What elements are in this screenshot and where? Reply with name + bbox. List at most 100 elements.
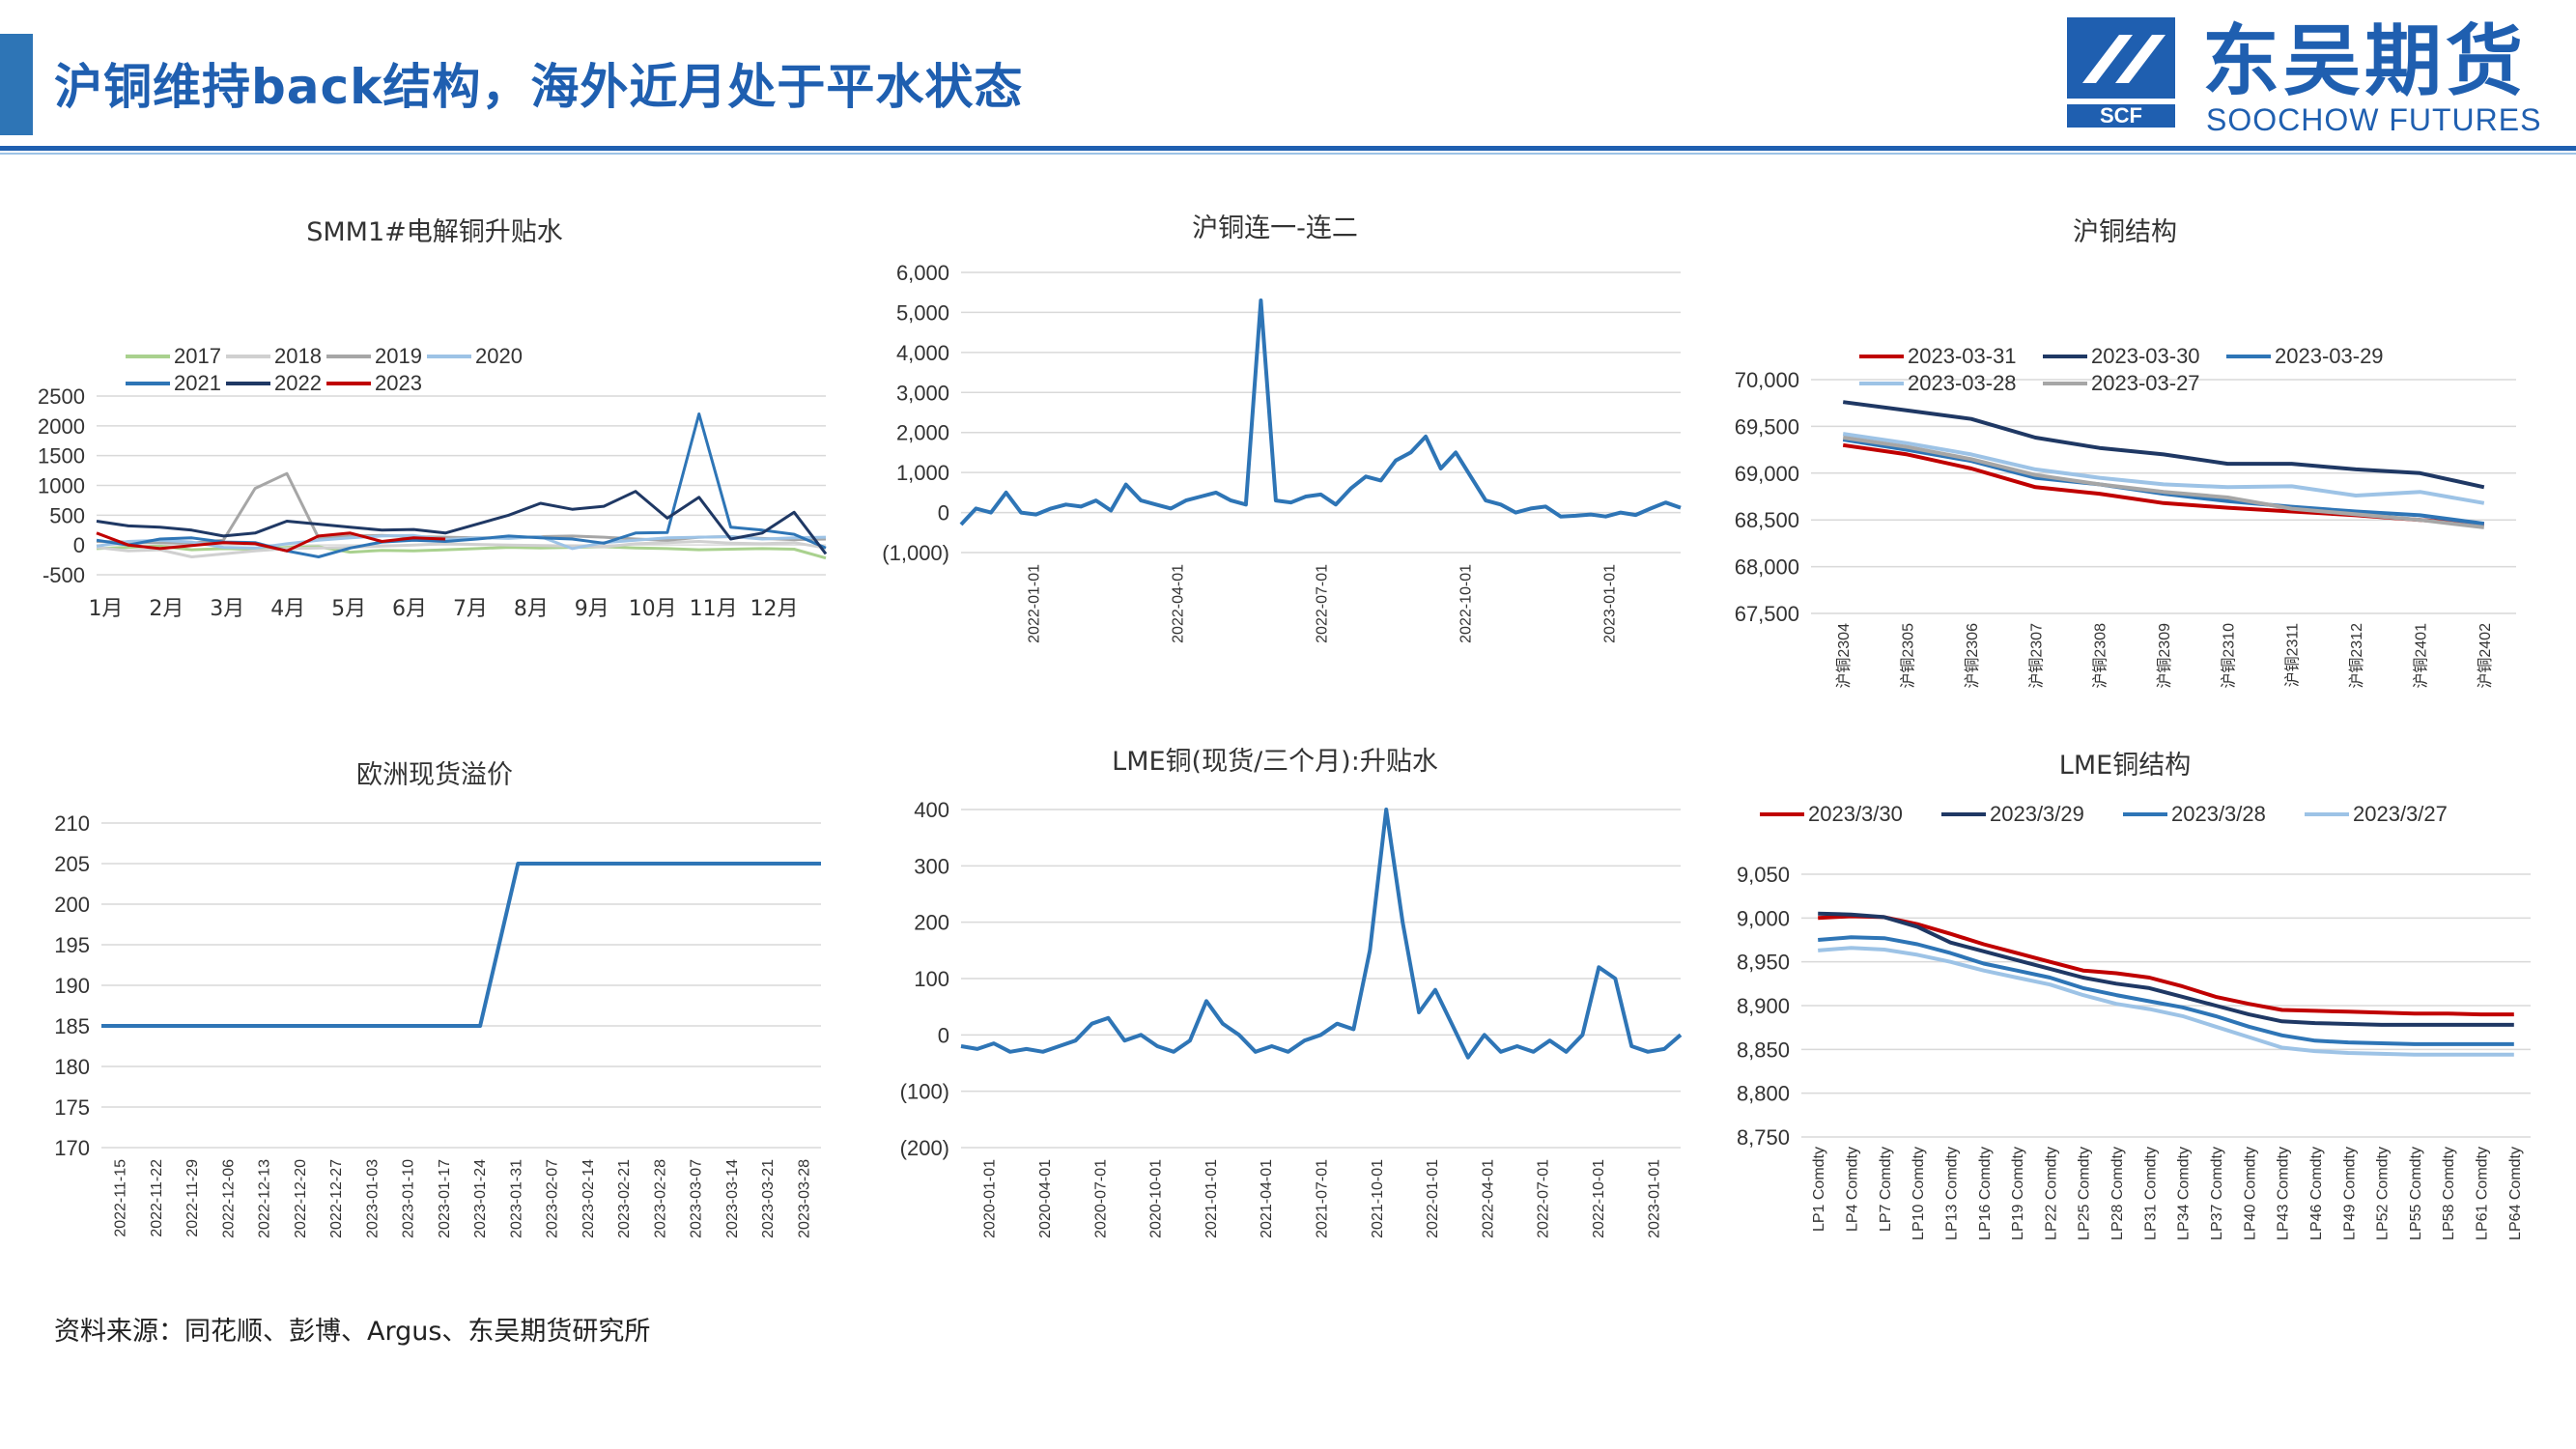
legend-label: 2023-03-29 xyxy=(2275,344,2384,368)
y-tick-label: 2,000 xyxy=(896,421,949,445)
x-tick-label: 2023-03-21 xyxy=(760,1159,777,1238)
y-tick-label: (200) xyxy=(900,1136,949,1160)
y-tick-label: 69,500 xyxy=(1735,414,1799,439)
y-tick-label: 68,000 xyxy=(1735,555,1799,580)
y-tick-label: 4,000 xyxy=(896,341,949,365)
x-tick-label: 沪铜2402 xyxy=(2477,623,2494,689)
x-tick-label: 2023-01-24 xyxy=(472,1159,489,1238)
x-tick-label: LP13 Comdty xyxy=(1943,1147,1960,1240)
y-tick-label: 8,750 xyxy=(1737,1125,1790,1150)
x-tick-label: LP46 Comdty xyxy=(2308,1147,2325,1240)
y-tick-label: 210 xyxy=(54,811,90,836)
y-tick-label: 0 xyxy=(938,1023,949,1047)
slide-title: 沪铜维持back结构，海外近月处于平水状态 xyxy=(54,59,1024,115)
y-tick-label: 3,000 xyxy=(896,381,949,405)
series-line-20230330 xyxy=(1842,400,2485,490)
y-tick-label: 200 xyxy=(54,893,90,917)
legend-label: 2017 xyxy=(174,344,221,368)
x-tick-label: 2023-03-07 xyxy=(689,1159,705,1238)
x-tick-label: 沪铜2307 xyxy=(2027,623,2045,689)
company-logo: SCF 东吴期货 SOOCHOW FUTURES xyxy=(2065,15,2567,137)
header-divider-light xyxy=(0,153,2576,155)
y-tick-label: 200 xyxy=(914,911,949,935)
chart-smm-premium: SMM1#电解铜升贴水 -500 0 500 1000 1500 2000 2500 1月 2月… xyxy=(19,203,850,705)
x-tick-label: 12月 xyxy=(750,597,799,621)
y-tick-label: 205 xyxy=(54,852,90,876)
x-tick-label: LP7 Comdty xyxy=(1878,1147,1894,1232)
y-tick-label: 1500 xyxy=(38,444,85,469)
x-tick-label: LP34 Comdty xyxy=(2176,1147,2193,1240)
x-tick-label: 2022-12-20 xyxy=(293,1159,309,1238)
y-tick-label: (1,000) xyxy=(882,541,949,565)
chart-svg: 8,750 8,800 8,850 8,900 8,950 9,000 9,050 LP1 C… xyxy=(1737,802,2531,1240)
chart-title: 欧洲现货溢价 xyxy=(356,760,513,790)
y-tick-label: 9,000 xyxy=(1737,906,1790,930)
x-tick-label: 2023-02-21 xyxy=(616,1159,633,1238)
legend-label: 2023-03-27 xyxy=(2091,371,2200,395)
x-tick-label: 2022-01-01 xyxy=(1027,564,1043,643)
chart-title: LME铜(现货/三个月):升贴水 xyxy=(1112,747,1438,777)
chart-title: 沪铜连一-连二 xyxy=(1192,213,1358,243)
y-tick-label: 400 xyxy=(914,798,949,822)
legend-label: 2023/3/29 xyxy=(1990,802,2084,826)
chart-svg: -500 0 500 1000 1500 2000 2500 1月 2月 3月 4月 5月 6月 7月 8月… xyxy=(38,344,828,621)
y-tick-label: 0 xyxy=(73,533,85,557)
legend-label: 2020 xyxy=(475,344,523,368)
x-tick-label: LP64 Comdty xyxy=(2507,1147,2524,1240)
x-tick-label: 6月 xyxy=(392,597,427,621)
x-tick-label: 2023-01-17 xyxy=(437,1159,453,1238)
x-tick-label: 2023-03-28 xyxy=(796,1159,812,1238)
x-tick-label: 2022-10-01 xyxy=(1591,1159,1607,1238)
legend-label: 2019 xyxy=(375,344,422,368)
series-line-2023329 xyxy=(1818,911,2514,1027)
legend-label: 2023 xyxy=(375,371,422,395)
x-tick-label: 沪铜2401 xyxy=(2412,623,2429,689)
x-tick-label: LP28 Comdty xyxy=(2109,1147,2126,1240)
x-tick-label: 7月 xyxy=(453,597,488,621)
chart-title: LME铜结构 xyxy=(2058,751,2192,781)
y-tick-label: 8,950 xyxy=(1737,951,1790,975)
x-tick-label: LP10 Comdty xyxy=(1911,1147,1927,1240)
x-tick-label: 2020-07-01 xyxy=(1092,1159,1109,1238)
x-tick-label: 11月 xyxy=(690,597,738,621)
y-tick-label: 175 xyxy=(54,1095,90,1120)
y-tick-label: -500 xyxy=(42,563,85,587)
y-tick-label: 2000 xyxy=(38,414,85,439)
x-tick-label: LP58 Comdty xyxy=(2441,1147,2457,1240)
x-tick-label: LP16 Comdty xyxy=(1977,1147,1994,1240)
x-tick-label: 1月 xyxy=(88,597,123,621)
x-tick-label: 沪铜2310 xyxy=(2220,623,2237,689)
series-line-2023330 xyxy=(1818,914,2514,1017)
series-line-2017 xyxy=(96,544,827,560)
x-tick-label: 2021-07-01 xyxy=(1315,1159,1331,1238)
chart-lme-spread: LME铜(现货/三个月):升贴水 (200) (100) 0 100 200 300 400… xyxy=(850,734,1700,1265)
x-tick-label: 2022-11-15 xyxy=(113,1159,129,1237)
y-tick-label: 185 xyxy=(54,1014,90,1038)
x-tick-label: LP4 Comdty xyxy=(1844,1147,1860,1232)
x-tick-label: 2022-12-13 xyxy=(257,1159,273,1238)
x-tick-label: LP31 Comdty xyxy=(2142,1147,2159,1240)
x-tick-label: 2021-10-01 xyxy=(1370,1159,1386,1238)
x-tick-label: 2023-03-14 xyxy=(724,1159,741,1238)
x-tick-label: 2022-10-01 xyxy=(1458,564,1475,643)
legend-label: 2023-03-28 xyxy=(1908,371,2017,395)
legend-label: 2021 xyxy=(174,371,221,395)
y-tick-label: 500 xyxy=(49,503,85,527)
chart-title: SMM1#电解铜升贴水 xyxy=(306,217,563,247)
x-tick-label: 2020-10-01 xyxy=(1148,1159,1165,1238)
chart-lme-structure: LME铜结构 8,750 8,800 8,850 8,900 8,950 9,000 9,0… xyxy=(1700,734,2550,1265)
y-tick-label: 5,000 xyxy=(896,300,949,325)
legend-label: 2018 xyxy=(274,344,322,368)
x-tick-label: 沪铜2309 xyxy=(2156,623,2173,689)
chart-svg: (1,000) 0 1,000 2,000 3,000 4,000 5,000 6,000 20… xyxy=(882,261,1682,643)
legend-label: 2023/3/28 xyxy=(2171,802,2266,826)
x-tick-label: 2022-07-01 xyxy=(1315,564,1331,643)
series-line-main xyxy=(960,808,1683,1060)
x-tick-label: 2022-11-22 xyxy=(149,1159,165,1237)
x-tick-label: 2023-01-01 xyxy=(1602,564,1619,643)
y-tick-label: 190 xyxy=(54,974,90,998)
legend-label: 2023/3/27 xyxy=(2353,802,2448,826)
legend-label: 2023/3/30 xyxy=(1808,802,1903,826)
header-divider xyxy=(0,146,2576,151)
y-tick-label: 8,900 xyxy=(1737,994,1790,1018)
